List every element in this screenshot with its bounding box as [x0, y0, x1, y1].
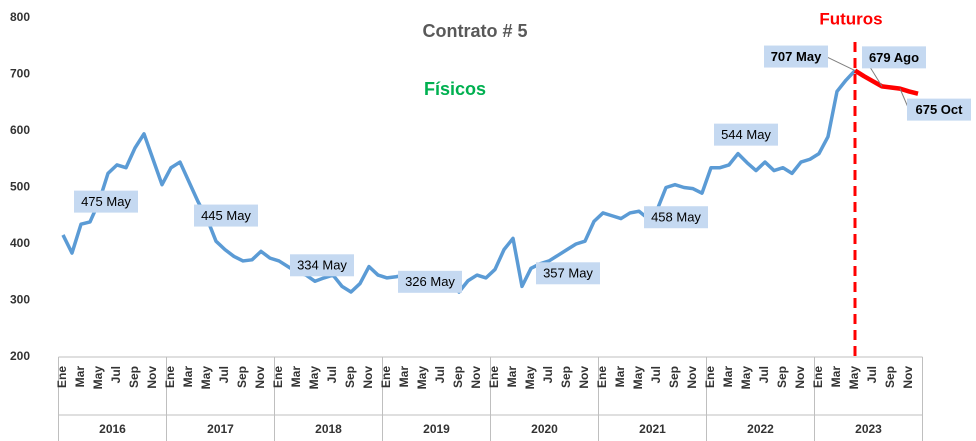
x-tick-label: Ene	[703, 366, 717, 388]
x-tick-label: Jul	[649, 366, 663, 383]
data-label: 334 May	[297, 258, 347, 273]
legend-fisicos: Físicos	[424, 79, 486, 99]
x-tick-label: May	[631, 366, 645, 390]
x-tick-label: May	[847, 366, 861, 390]
year-label: 2018	[315, 422, 342, 436]
x-tick-label: Nov	[145, 366, 159, 389]
x-tick-label: Mar	[289, 366, 303, 388]
x-tick-label: May	[199, 366, 213, 390]
x-tick-label: Mar	[181, 366, 195, 388]
x-tick-label: Ene	[55, 366, 69, 388]
x-tick-label: Sep	[667, 366, 681, 388]
year-label: 2017	[207, 422, 234, 436]
y-tick-label: 500	[10, 180, 30, 194]
x-tick-label: Nov	[253, 366, 267, 389]
year-label: 2020	[531, 422, 558, 436]
x-tick-label: Ene	[811, 366, 825, 388]
year-label: 2022	[747, 422, 774, 436]
y-tick-label: 700	[10, 67, 30, 81]
label-box	[644, 206, 708, 229]
x-tick-label: Jul	[433, 366, 447, 383]
x-tick-label: Mar	[505, 366, 519, 388]
y-tick-label: 600	[10, 123, 30, 137]
data-label: 679 Ago	[869, 50, 919, 65]
data-label: 445 May	[201, 208, 251, 223]
label-leader	[825, 56, 856, 71]
x-tick-label: May	[523, 366, 537, 390]
label-box	[74, 190, 138, 213]
x-tick-label: Jul	[865, 366, 879, 383]
legend-futuros: Futuros	[819, 9, 882, 28]
year-label: 2019	[423, 422, 450, 436]
label-box	[398, 270, 462, 293]
x-tick-label: Mar	[613, 366, 627, 388]
data-label: 544 May	[721, 127, 771, 142]
x-tick-label: Sep	[883, 366, 897, 388]
x-tick-label: May	[415, 366, 429, 390]
x-tick-label: Ene	[487, 366, 501, 388]
x-tick-label: Sep	[775, 366, 789, 388]
x-tick-label: May	[739, 366, 753, 390]
label-box	[290, 254, 354, 277]
y-tick-label: 800	[10, 10, 30, 24]
data-label: 357 May	[543, 266, 593, 281]
x-tick-label: Nov	[577, 366, 591, 389]
x-tick-label: Nov	[685, 366, 699, 389]
x-tick-label: Sep	[451, 366, 465, 388]
x-tick-label: Ene	[379, 366, 393, 388]
data-label: 707 May	[771, 49, 822, 64]
x-tick-label: Mar	[721, 366, 735, 388]
x-tick-label: Sep	[235, 366, 249, 388]
x-tick-label: May	[307, 366, 321, 390]
data-label: 458 May	[651, 210, 701, 225]
year-label: 2016	[99, 422, 126, 436]
y-tick-label: 300	[10, 293, 30, 307]
label-box	[714, 123, 778, 146]
data-label: 675 Oct	[916, 102, 964, 117]
x-tick-label: Jul	[757, 366, 771, 383]
x-tick-label: Sep	[343, 366, 357, 388]
x-tick-label: Jul	[109, 366, 123, 383]
data-label: 475 May	[81, 194, 131, 209]
chart-title: Contrato # 5	[422, 21, 527, 41]
x-tick-label: Sep	[559, 366, 573, 388]
x-tick-label: Mar	[829, 366, 843, 388]
x-tick-label: May	[91, 366, 105, 390]
year-label: 2021	[639, 422, 666, 436]
x-tick-label: Nov	[469, 366, 483, 389]
data-label: 326 May	[405, 274, 455, 289]
label-box	[862, 46, 926, 69]
series-line	[61, 69, 857, 294]
x-tick-label: Mar	[397, 366, 411, 388]
x-tick-label: Sep	[127, 366, 141, 388]
x-tick-label: Jul	[541, 366, 555, 383]
x-tick-label: Nov	[901, 366, 915, 389]
label-box	[536, 262, 600, 285]
x-tick-label: Mar	[73, 366, 87, 388]
y-tick-label: 200	[10, 349, 30, 363]
x-tick-label: Ene	[163, 366, 177, 388]
x-tick-label: Ene	[595, 366, 609, 388]
x-tick-label: Ene	[271, 366, 285, 388]
label-box	[194, 204, 258, 227]
label-box	[907, 98, 971, 121]
x-tick-label: Nov	[793, 366, 807, 389]
y-tick-label: 400	[10, 236, 30, 250]
label-box	[764, 45, 828, 68]
year-label: 2023	[855, 422, 882, 436]
series-line	[853, 68, 919, 96]
x-tick-label: Jul	[217, 366, 231, 383]
x-tick-label: Jul	[325, 366, 339, 383]
x-tick-label: Nov	[361, 366, 375, 389]
